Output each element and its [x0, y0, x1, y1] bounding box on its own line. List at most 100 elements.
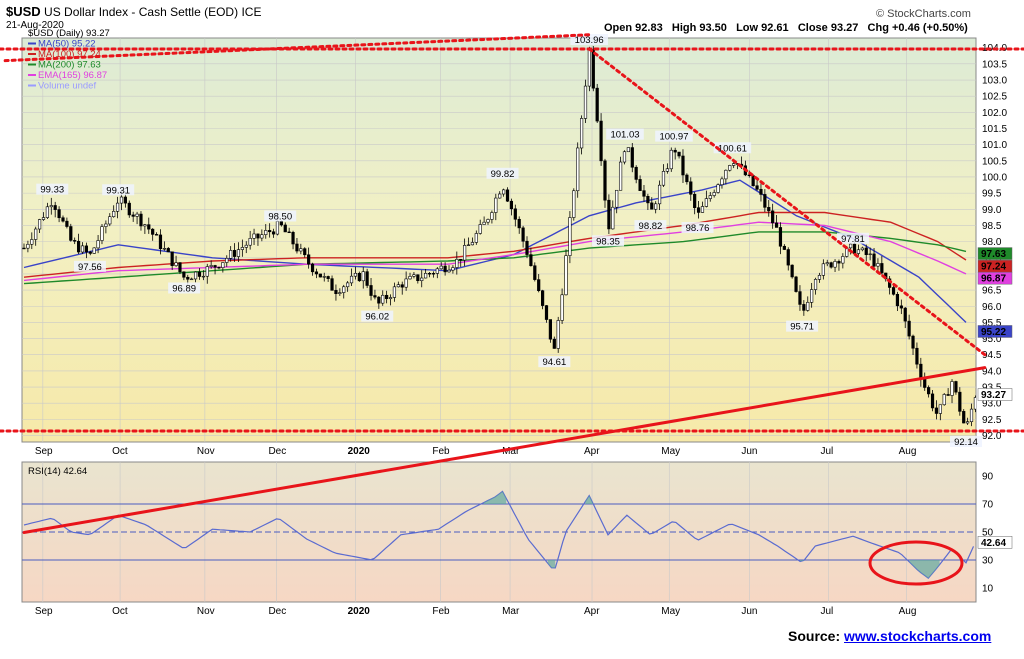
close-value: Close 93.27 — [797, 22, 859, 34]
candle-body — [954, 381, 958, 393]
price-annotation: 98.82 — [639, 221, 663, 232]
candle-body — [96, 240, 100, 249]
value-tag-text: 97.24 — [981, 262, 1006, 273]
candle-body — [833, 261, 837, 268]
candle-body — [193, 271, 198, 280]
candle-body — [353, 272, 358, 277]
annotation-bg — [102, 184, 135, 196]
rsi-series — [23, 490, 975, 580]
candle-body — [849, 243, 853, 249]
candle-body — [92, 247, 96, 254]
time-label: Jul — [820, 446, 833, 457]
annotation-bg — [570, 33, 608, 45]
price-panel-bg — [21, 37, 977, 443]
candle-body — [837, 261, 841, 264]
rsi-time-label: Oct — [112, 606, 128, 617]
candle-body — [560, 294, 564, 321]
candle-body — [603, 160, 607, 201]
candle-body — [342, 286, 346, 293]
candle-body — [404, 278, 408, 288]
rsi-time-label: Sep — [35, 606, 53, 617]
rsi-overbought-fill — [585, 495, 593, 504]
price-tick-label: 92.5 — [982, 415, 1002, 426]
value-tag-box — [977, 388, 1013, 401]
candle-body — [583, 85, 588, 119]
symbol: $USD — [6, 4, 41, 19]
candle-body — [299, 248, 303, 252]
annotation-bg — [681, 222, 714, 234]
value-tag-box — [977, 325, 1013, 338]
candle-body — [377, 296, 381, 304]
high-value: High 93.50 — [671, 22, 727, 34]
candle-body — [381, 294, 385, 304]
candle-body — [287, 231, 291, 234]
candle-body — [127, 202, 131, 216]
candle-body — [677, 151, 681, 157]
source-link[interactable]: www.stockcharts.com — [844, 628, 992, 644]
candle-body — [665, 168, 669, 172]
price-annotation: 98.50 — [268, 211, 292, 222]
price-annotation: 103.96 — [575, 35, 604, 46]
candle-body — [217, 266, 221, 269]
candle-body — [973, 397, 976, 410]
candle-body — [310, 263, 315, 273]
candle-body — [139, 213, 143, 227]
candle-body — [385, 294, 389, 300]
candle-body — [759, 188, 763, 195]
time-label: 2020 — [348, 446, 371, 457]
candle-body — [763, 194, 767, 208]
candle-body — [548, 319, 553, 340]
legend-entry: Volume undef — [38, 81, 96, 92]
time-label: May — [661, 446, 680, 457]
candle-body — [162, 248, 166, 250]
candle-body — [57, 209, 61, 219]
price-annotation: 98.76 — [686, 223, 710, 234]
candle-body — [451, 267, 455, 271]
candle-body — [622, 151, 627, 163]
price-annotation: 100.61 — [718, 143, 747, 154]
candle-body — [872, 253, 876, 267]
price-annotation: 99.31 — [106, 185, 130, 196]
candle-body — [232, 250, 237, 257]
candle-body — [424, 273, 428, 279]
trendlines — [0, 33, 1024, 534]
candle-body — [439, 265, 443, 270]
candle-body — [595, 87, 599, 122]
candle-body — [186, 276, 190, 280]
price-annotation: 92.14 — [954, 437, 978, 448]
candle-body — [49, 205, 53, 208]
candle-body — [533, 265, 537, 280]
candle-body — [268, 230, 272, 233]
candle-body — [143, 224, 147, 227]
candle-body — [919, 363, 923, 380]
candle-body — [942, 394, 946, 406]
candle-body — [408, 276, 412, 280]
rsi-oversold-fill — [909, 560, 940, 579]
candle-body — [466, 244, 471, 246]
price-tick-label: 103.0 — [982, 76, 1007, 87]
candle-body — [607, 199, 611, 230]
candle-body — [821, 263, 825, 276]
candle-body — [556, 320, 560, 349]
oversold-highlight-circle — [868, 540, 964, 586]
candle-body — [813, 279, 818, 290]
candle-body — [470, 242, 475, 246]
candle-body — [673, 149, 677, 153]
candle-body — [611, 206, 615, 230]
price-tick-label: 101.5 — [982, 124, 1007, 135]
candle-body — [669, 149, 673, 170]
candle-body — [295, 243, 299, 252]
candle-body — [76, 240, 81, 253]
time-label: Feb — [432, 446, 450, 457]
candle-body — [630, 147, 634, 168]
candle-body — [564, 255, 568, 296]
candle-body — [778, 227, 783, 247]
rsi-tick-label: 90 — [982, 472, 994, 483]
time-label: Dec — [268, 446, 286, 457]
candle-body — [482, 221, 486, 225]
candle-body — [147, 224, 151, 230]
candle-body — [244, 244, 248, 248]
candle-body — [349, 275, 354, 284]
price-annotation: 97.81 — [841, 234, 865, 245]
